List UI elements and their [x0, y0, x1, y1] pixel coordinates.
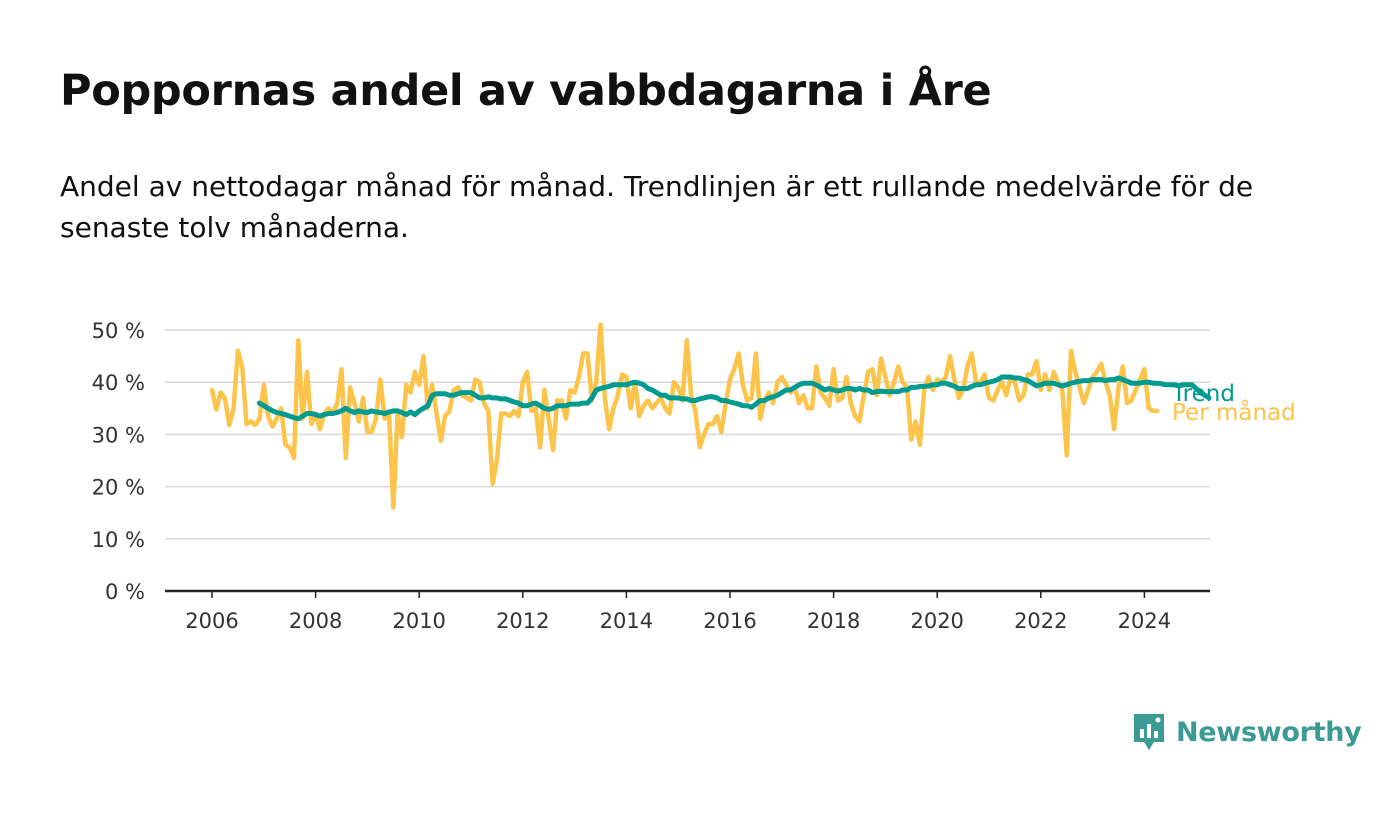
- newsworthy-logo-text: Newsworthy: [1176, 716, 1362, 748]
- newsworthy-logo: Newsworthy: [1132, 712, 1362, 752]
- x-tick-label: 2022: [1014, 609, 1067, 633]
- x-tick-label: 2020: [910, 609, 963, 633]
- y-tick-label: 50 %: [92, 319, 145, 343]
- series-line-trend: [257, 374, 1212, 422]
- x-tick-label: 2018: [807, 609, 860, 633]
- chart-subtitle: Andel av nettodagar månad för månad. Tre…: [60, 170, 1254, 244]
- newsworthy-logo-icon: [1134, 714, 1164, 750]
- x-tick-label: 2014: [600, 609, 653, 633]
- page-title: Poppornas andel av vabbdagarna i Åre: [60, 66, 992, 116]
- series-label-trend: Trend: [1171, 381, 1235, 407]
- x-tick-label: 2006: [185, 609, 238, 633]
- x-tick-label: 2024: [1118, 609, 1171, 633]
- y-tick-label: 30 %: [92, 423, 145, 447]
- y-tick-label: 40 %: [92, 371, 145, 395]
- series-label-per-manad: Per månad: [1172, 398, 1296, 426]
- y-tick-label: 10 %: [92, 528, 145, 552]
- series-line-per-manad: [209, 322, 1160, 510]
- y-tick-label: 0 %: [105, 580, 145, 604]
- x-tick-label: 2010: [392, 609, 445, 633]
- y-tick-label: 20 %: [92, 476, 145, 500]
- x-tick-label: 2016: [703, 609, 756, 633]
- x-tick-label: 2008: [289, 609, 342, 633]
- x-tick-label: 2012: [496, 609, 549, 633]
